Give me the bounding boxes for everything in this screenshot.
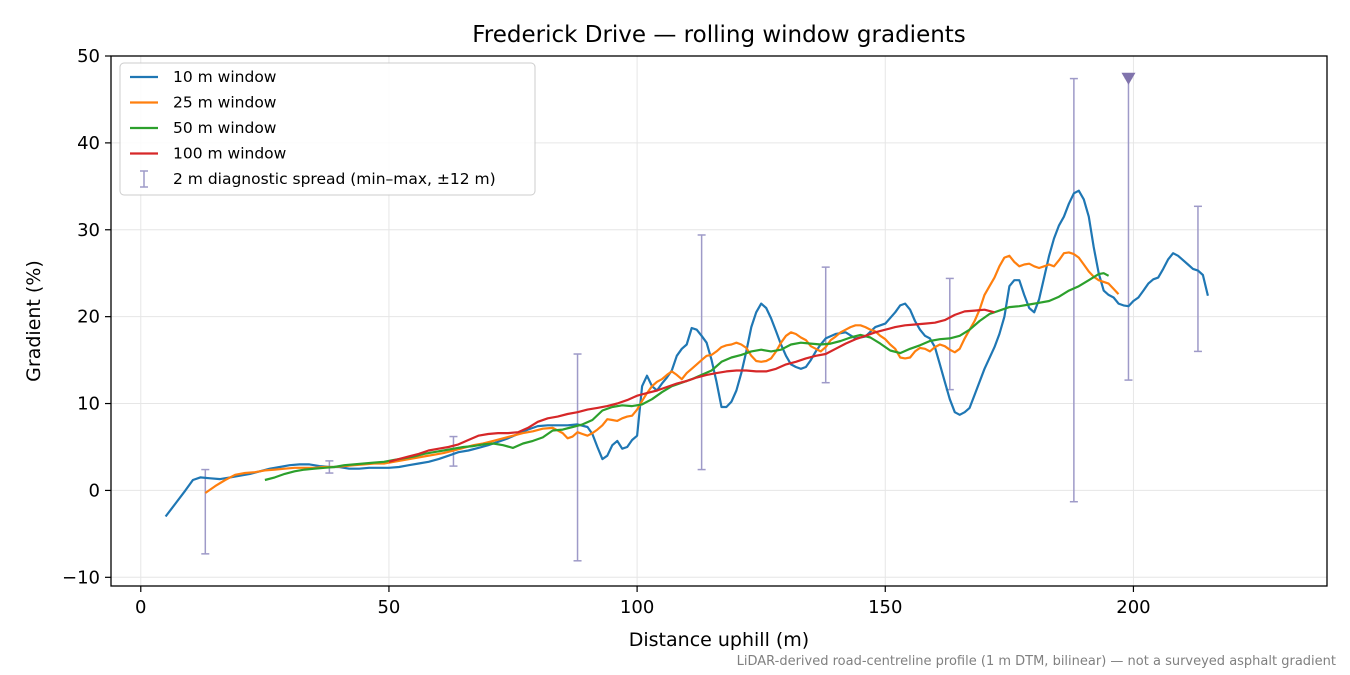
y-tick-label: 10 — [77, 394, 100, 415]
error-bar — [697, 234, 706, 471]
error-bar — [821, 266, 830, 384]
error-bar — [945, 277, 954, 391]
y-tick-label: 30 — [77, 220, 100, 241]
error-bars — [201, 72, 1202, 562]
error-bar — [1121, 72, 1136, 381]
legend-label: 50 m window — [173, 119, 277, 137]
y-tick-label: 40 — [77, 133, 100, 154]
legend-entry: 50 m window — [130, 119, 277, 137]
x-tick-label: 150 — [868, 597, 902, 618]
legend-entry: 100 m window — [130, 145, 287, 163]
error-bar — [1069, 77, 1078, 503]
legend-label: 100 m window — [173, 145, 287, 163]
y-axis-label: Gradient (%) — [23, 260, 45, 382]
series-line — [388, 308, 995, 463]
plot-frame — [110, 55, 1328, 587]
x-tick-label: 50 — [377, 597, 400, 618]
y-axis-ticks: −10 0 10 20 30 40 50 — [62, 46, 111, 588]
x-tick-label: 0 — [135, 597, 146, 618]
x-tick-label: 200 — [1116, 597, 1150, 618]
error-bar — [201, 468, 210, 555]
y-tick-label: 20 — [77, 307, 100, 328]
y-tick-label: 0 — [89, 480, 100, 501]
footnote: LiDAR-derived road-centreline profile (1… — [737, 654, 1336, 669]
legend-label: 25 m window — [173, 94, 277, 112]
series-line — [204, 251, 1120, 494]
legend-entry: 25 m window — [130, 94, 277, 112]
x-axis-label: Distance uphill (m) — [629, 629, 809, 651]
error-bar — [573, 353, 582, 562]
error-bar — [1193, 205, 1202, 353]
legend-entry: 10 m window — [130, 68, 277, 86]
series-lines — [164, 189, 1209, 518]
legend-label: 10 m window — [173, 68, 277, 86]
x-tick-label: 100 — [620, 597, 654, 618]
clipped-marker-icon — [1121, 72, 1136, 85]
series-line — [164, 189, 1209, 518]
chart-title: Frederick Drive — rolling window gradien… — [472, 22, 966, 48]
legend-entry: 2 m diagnostic spread (min–max, ±12 m) — [140, 170, 496, 188]
y-tick-label: 50 — [77, 46, 100, 67]
legend-box — [119, 62, 536, 196]
legend-label: 2 m diagnostic spread (min–max, ±12 m) — [173, 170, 496, 188]
x-axis-ticks: 0 50 100 150 200 — [135, 586, 1151, 618]
legend: 10 m window 25 m window 50 m window 100 m w… — [119, 62, 536, 196]
y-tick-label: −10 — [62, 567, 100, 588]
